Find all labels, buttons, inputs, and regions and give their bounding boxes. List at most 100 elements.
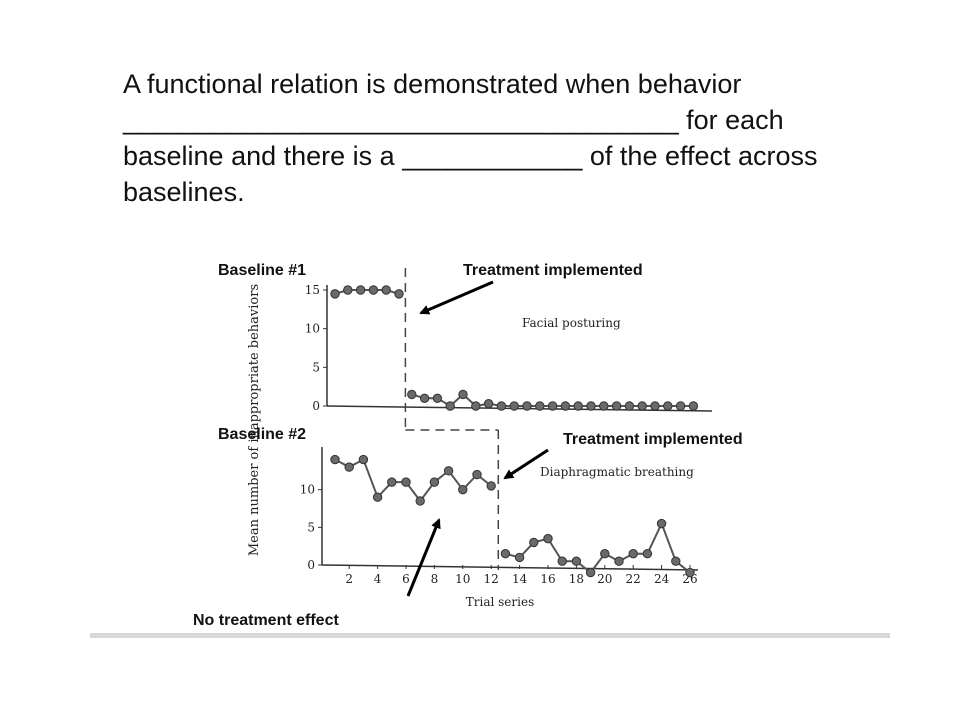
y-tick-label: 15 [305, 283, 320, 297]
data-point [344, 462, 354, 472]
x-tick-label: 10 [455, 572, 470, 586]
y-tick-label: 5 [307, 520, 315, 534]
x-axis-label: Trial series [466, 595, 534, 609]
treatment-1-label: Treatment implemented [463, 262, 643, 279]
answer-blank-2: ____________ [402, 141, 583, 171]
data-point [611, 401, 622, 411]
data-point [343, 285, 353, 295]
x-tick-label: 14 [512, 572, 528, 586]
y-tick-label: 5 [312, 360, 320, 374]
data-point [688, 401, 699, 411]
data-point [401, 477, 411, 487]
data-point [642, 549, 653, 559]
data-point [458, 389, 468, 400]
panel-2-baseline-line [334, 458, 492, 503]
data-point [624, 401, 635, 411]
panel-2-title: Diaphragmatic breathing [540, 465, 694, 479]
data-point [394, 289, 404, 299]
data-point [486, 481, 496, 491]
data-point [432, 393, 443, 403]
data-point [407, 389, 417, 400]
data-point [472, 469, 482, 480]
slide-question-text: A functional relation is demonstrated wh… [123, 66, 923, 210]
x-tick-label: 16 [540, 572, 555, 586]
data-point [685, 567, 695, 578]
data-point [600, 549, 610, 559]
data-point [560, 401, 571, 411]
x-tick-label: 8 [431, 572, 439, 586]
panel-1-title: Facial posturing [522, 316, 621, 330]
data-point [529, 537, 539, 548]
data-point [372, 492, 383, 502]
question-line-4: baselines. [123, 177, 245, 207]
data-point [557, 556, 567, 566]
arrow-no-effect [406, 518, 441, 597]
data-point [445, 401, 455, 411]
data-point [358, 454, 369, 465]
no-effect-label: No treatment effect [193, 612, 339, 629]
question-line-1: A functional relation is demonstrated wh… [123, 69, 742, 99]
y-tick-label: 10 [300, 483, 315, 497]
baseline-1-label: Baseline #1 [218, 262, 307, 279]
data-point [483, 398, 494, 409]
data-point [585, 567, 596, 578]
y-axis-label: Mean number of inappropriate behaviors [247, 284, 262, 556]
panel-1-x-axis [326, 405, 713, 412]
data-point [514, 552, 525, 563]
x-tick-label: 26 [682, 572, 697, 586]
data-point [368, 285, 379, 295]
data-point [656, 518, 667, 529]
arrow-treatment-2 [503, 448, 549, 480]
arrow-treatment-1 [419, 280, 494, 315]
question-line-3-end: of the effect across [582, 141, 818, 171]
data-point [471, 401, 481, 411]
data-point [419, 393, 430, 403]
x-tick-label: 18 [569, 572, 584, 586]
data-point [496, 401, 507, 411]
data-point [571, 556, 582, 566]
data-point [330, 454, 340, 465]
data-point [500, 549, 511, 559]
data-point [599, 401, 609, 411]
data-point [429, 477, 440, 487]
data-point [614, 556, 624, 566]
y-tick-label: 0 [312, 399, 320, 413]
x-tick-label: 4 [374, 572, 382, 586]
data-point [543, 533, 553, 544]
data-point [637, 401, 647, 411]
data-point [387, 477, 397, 487]
data-point [381, 285, 391, 295]
data-point [650, 401, 660, 411]
x-tick-label: 6 [402, 572, 410, 586]
panel-2-x-axis [321, 564, 699, 571]
data-point [573, 401, 583, 411]
data-point [663, 401, 673, 411]
data-point [330, 289, 340, 299]
data-point [547, 401, 558, 411]
x-tick-label: 12 [484, 572, 499, 586]
data-point [355, 285, 366, 295]
data-point [522, 401, 532, 411]
baseline-2-label: Baseline #2 [218, 426, 307, 443]
data-point [509, 401, 519, 411]
scan-edge-line [90, 633, 890, 638]
data-point [675, 401, 686, 411]
data-point [415, 496, 425, 506]
data-point [458, 484, 468, 495]
y-tick-label: 10 [305, 322, 320, 336]
data-point [586, 401, 596, 411]
x-tick-label: 22 [626, 572, 641, 586]
answer-blank-1: _____________________________________ [123, 105, 679, 135]
question-line-3-start: baseline and there is a [123, 141, 403, 171]
x-tick-label: 20 [597, 572, 612, 586]
question-line-2: for each [678, 105, 784, 135]
data-point [535, 401, 545, 411]
y-tick-label: 0 [307, 558, 315, 572]
x-tick-label: 24 [654, 572, 670, 586]
data-point [443, 466, 454, 476]
data-point [671, 556, 681, 566]
panel-2-treatment-line [505, 521, 691, 574]
x-tick-label: 2 [345, 572, 353, 586]
treatment-2-label: Treatment implemented [563, 431, 743, 448]
